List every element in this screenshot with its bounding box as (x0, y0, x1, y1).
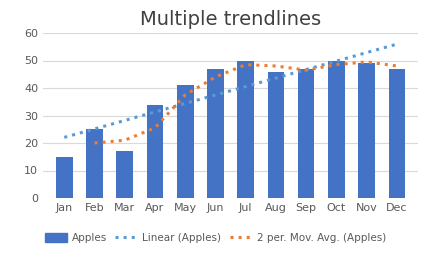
Title: Multiple trendlines: Multiple trendlines (140, 10, 320, 29)
Bar (237, 60, 253, 198)
Bar (357, 63, 374, 198)
Bar (146, 104, 163, 198)
Bar (56, 157, 72, 198)
Bar (267, 72, 284, 198)
Bar (388, 69, 404, 198)
Bar (297, 69, 314, 198)
Bar (86, 129, 103, 198)
Bar (327, 60, 344, 198)
Bar (207, 69, 223, 198)
Bar (116, 151, 133, 198)
Bar (176, 85, 193, 198)
Legend: Apples, Linear (Apples), 2 per. Mov. Avg. (Apples): Apples, Linear (Apples), 2 per. Mov. Avg… (44, 233, 385, 243)
